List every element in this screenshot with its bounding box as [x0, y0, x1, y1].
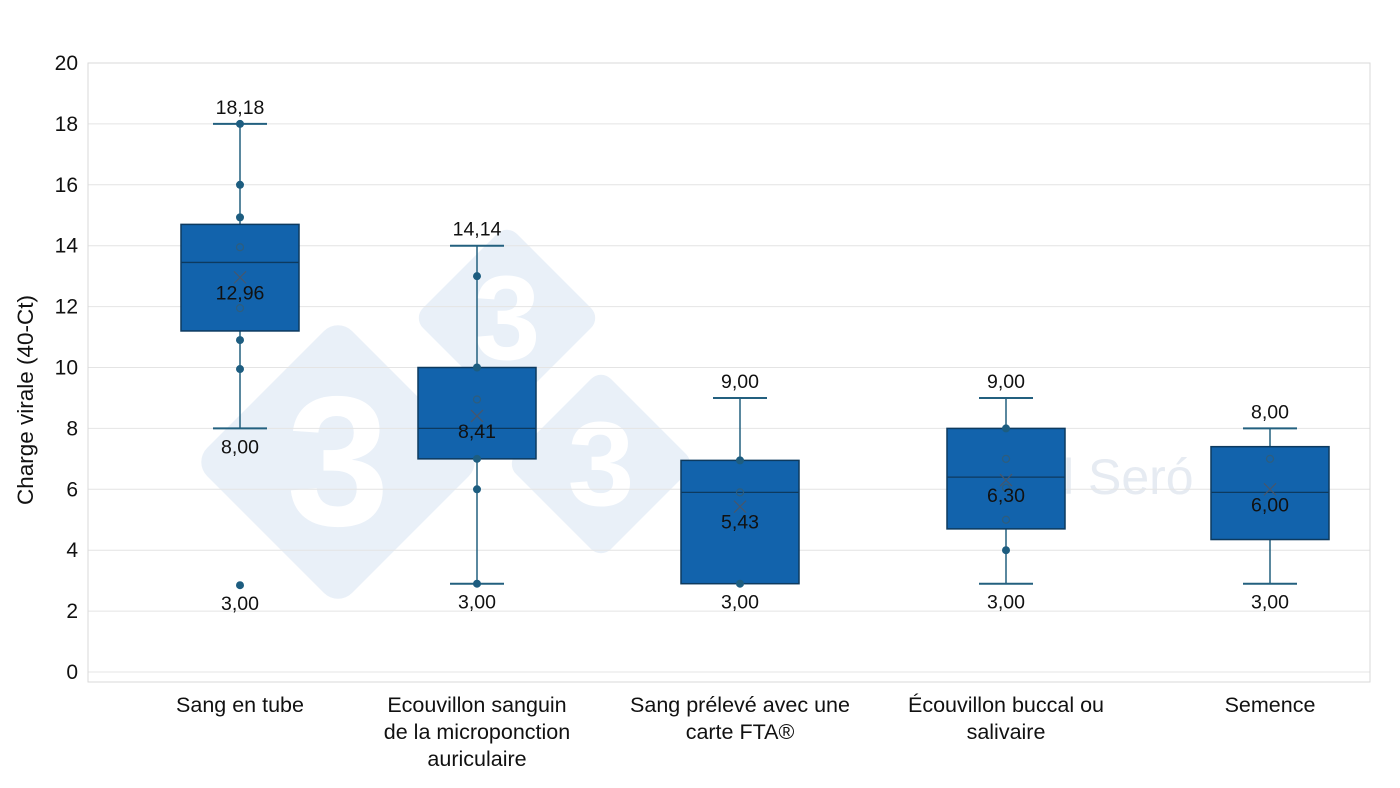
min-value-label: 3,00	[721, 592, 759, 614]
data-point	[236, 365, 244, 374]
category-label: Sang en tube	[176, 693, 304, 717]
data-point	[473, 454, 481, 463]
data-point-open	[472, 395, 482, 404]
max-value-label: 18,18	[216, 97, 265, 119]
gridlines	[88, 62, 1370, 673]
mean-marker	[999, 473, 1013, 487]
category-label: Ecouvillon sanguin	[387, 693, 566, 717]
category-label: Semence	[1225, 693, 1316, 717]
box-series-5: 8,00 3,00 6,00	[1210, 401, 1330, 614]
plot-frame	[87, 62, 1371, 683]
y-tick-label: 18	[55, 113, 78, 136]
data-point	[473, 363, 481, 372]
mean-value-label: 6,30	[987, 485, 1025, 507]
mean-value-label: 12,96	[216, 282, 265, 304]
y-tick-label: 8	[66, 417, 78, 440]
watermark-three-glyph: 3	[474, 251, 541, 385]
data-point-open	[1001, 483, 1011, 492]
y-axis-title: Charge virale (40-Ct)	[13, 295, 38, 505]
category-label: de la microponction	[384, 720, 570, 744]
data-point	[473, 272, 481, 281]
min-value-label: 3,00	[458, 592, 496, 614]
box	[1210, 445, 1330, 541]
box-series-2: 14,14 3,00 8,41	[417, 219, 537, 614]
outlier-point	[236, 581, 244, 590]
data-point	[236, 180, 244, 189]
data-point	[1002, 424, 1010, 433]
min-value-label: 3,00	[1251, 592, 1289, 614]
mean-x-stroke	[470, 409, 484, 423]
mean-value-label: 6,00	[1251, 494, 1289, 516]
watermark-diamond-1	[201, 325, 475, 599]
y-tick-label: 12	[55, 296, 78, 319]
box-series-1: 18,18 8,00 3,00 12,96	[180, 97, 300, 615]
data-point	[236, 213, 244, 222]
y-tick-label: 6	[66, 478, 78, 501]
data-point-open	[1001, 454, 1011, 463]
y-tick-label: 10	[55, 357, 78, 380]
box	[946, 427, 1066, 530]
data-point	[736, 579, 744, 588]
box-series-4: 9,00 3,00 6,30	[946, 371, 1066, 614]
y-tick-label: 0	[66, 661, 78, 684]
category-label: auriculaire	[427, 747, 526, 771]
max-value-label: 9,00	[987, 371, 1025, 393]
data-point-open	[235, 243, 245, 252]
min-value-label: 8,00	[221, 436, 259, 458]
mean-x-stroke	[733, 500, 747, 514]
category-label: Écouvillon buccal ou	[908, 692, 1104, 717]
category-label: salivaire	[967, 720, 1046, 744]
mean-marker	[733, 500, 747, 514]
data-point	[236, 336, 244, 345]
y-tick-label: 16	[55, 174, 78, 197]
data-point-open	[235, 304, 245, 313]
data-point-open	[1001, 515, 1011, 524]
watermark-diamond-2	[418, 229, 596, 407]
y-tick-label: 20	[55, 52, 78, 75]
watermark-three-glyph: 3	[568, 397, 635, 531]
data-point-open	[1265, 454, 1275, 463]
mean-marker	[1263, 482, 1277, 496]
y-tick-label: 14	[55, 235, 79, 258]
data-point	[473, 485, 481, 494]
max-value-label: 8,00	[1251, 401, 1289, 423]
watermark-diamond-3	[511, 374, 691, 554]
watermark: 333 l Seró	[201, 229, 1194, 599]
mean-x-stroke	[999, 473, 1013, 487]
mean-marker	[470, 409, 484, 423]
mean-value-label: 5,43	[721, 512, 759, 534]
box	[417, 366, 537, 460]
max-value-label: 9,00	[721, 371, 759, 393]
category-label: Sang prélevé avec une	[630, 693, 850, 717]
mean-marker	[233, 270, 247, 284]
outlier-value-label: 3,00	[221, 593, 259, 615]
y-tick-label: 4	[66, 539, 78, 562]
y-tick-label: 2	[66, 600, 78, 623]
mean-value-label: 8,41	[458, 421, 496, 443]
category-label: carte FTA®	[686, 720, 795, 744]
data-point	[736, 456, 744, 465]
watermark-text: l Seró	[1063, 449, 1194, 505]
data-point	[473, 579, 481, 588]
data-point	[1002, 546, 1010, 555]
watermark-three-glyph: 3	[287, 359, 390, 565]
data-point-open	[735, 488, 745, 497]
data-point	[236, 119, 244, 128]
box-series-3: 9,00 3,00 5,43	[680, 371, 800, 614]
mean-x-stroke	[1263, 482, 1277, 496]
min-value-label: 3,00	[987, 592, 1025, 614]
max-value-label: 14,14	[453, 219, 502, 241]
mean-x-stroke	[233, 270, 247, 284]
